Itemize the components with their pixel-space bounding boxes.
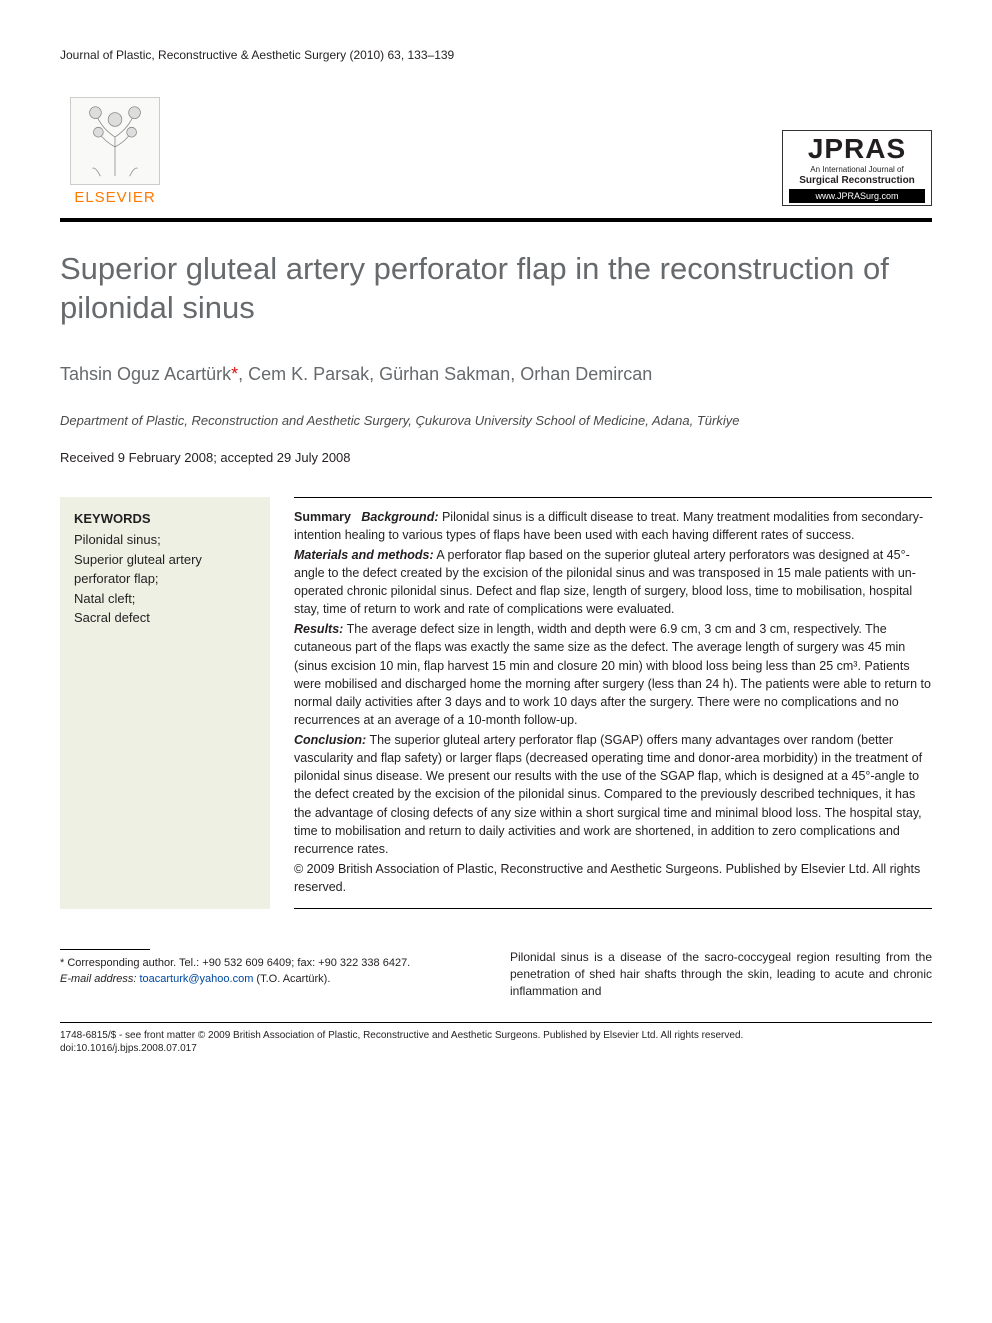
article-title: Superior gluteal artery perforator flap … <box>60 250 932 328</box>
jpras-subtitle-1: An International Journal of <box>789 165 925 175</box>
top-rule <box>60 218 932 222</box>
keyword-item: Superior gluteal artery perforator flap; <box>74 550 256 589</box>
left-column: * Corresponding author. Tel.: +90 532 60… <box>60 949 482 999</box>
email-label: E-mail address: <box>60 973 136 985</box>
footnote-corr: * Corresponding author. Tel.: +90 532 60… <box>60 956 482 971</box>
header-logos: ELSEVIER JPRAS An International Journal … <box>60 86 932 206</box>
bottom-rule <box>60 1022 932 1023</box>
jpras-url[interactable]: www.JPRASurg.com <box>789 189 925 203</box>
doi-line: doi:10.1016/j.bjps.2008.07.017 <box>60 1042 932 1055</box>
keywords-head: KEYWORDS <box>74 509 256 529</box>
author-names: Tahsin Oguz Acartürk <box>60 364 231 384</box>
lower-columns: * Corresponding author. Tel.: +90 532 60… <box>60 949 932 999</box>
body-intro-text: Pilonidal sinus is a disease of the sacr… <box>510 949 932 999</box>
results-label: Results: <box>294 622 343 636</box>
abstract-copyright: © 2009 British Association of Plastic, R… <box>294 860 932 896</box>
keywords-box: KEYWORDS Pilonidal sinus; Superior glute… <box>60 497 270 910</box>
front-matter-line: 1748-6815/$ - see front matter © 2009 Br… <box>60 1029 932 1042</box>
methods-label: Materials and methods: <box>294 548 434 562</box>
email-suffix: (T.O. Acartürk). <box>253 973 330 985</box>
author-names-rest: , Cem K. Parsak, Gürhan Sakman, Orhan De… <box>238 364 652 384</box>
jpras-logo: JPRAS An International Journal of Surgic… <box>782 130 932 206</box>
keyword-item: Pilonidal sinus; <box>74 530 256 550</box>
footnote-rule <box>60 949 150 950</box>
elsevier-wordmark: ELSEVIER <box>74 189 155 206</box>
keyword-item: Natal cleft; <box>74 589 256 609</box>
elsevier-tree-icon <box>70 97 160 185</box>
jpras-acronym: JPRAS <box>789 135 925 163</box>
conclusion-label: Conclusion: <box>294 733 366 747</box>
right-column: Pilonidal sinus is a disease of the sacr… <box>510 949 932 999</box>
corresponding-footnote: * Corresponding author. Tel.: +90 532 60… <box>60 956 482 987</box>
affiliation: Department of Plastic, Reconstruction an… <box>60 413 932 428</box>
article-dates: Received 9 February 2008; accepted 29 Ju… <box>60 450 932 465</box>
abstract-column: Summary Background: Pilonidal sinus is a… <box>294 497 932 910</box>
results-text: The average defect size in length, width… <box>294 622 931 727</box>
running-head: Journal of Plastic, Reconstructive & Aes… <box>60 48 932 62</box>
jpras-subtitle-2: Surgical Reconstruction <box>789 175 925 187</box>
authors-line: Tahsin Oguz Acartürk*, Cem K. Parsak, Gü… <box>60 364 932 385</box>
keyword-item: Sacral defect <box>74 608 256 628</box>
conclusion-text: The superior gluteal artery perforator f… <box>294 733 922 856</box>
summary-label: Summary <box>294 510 351 524</box>
background-label: Background: <box>361 510 438 524</box>
email-link[interactable]: toacarturk@yahoo.com <box>139 973 253 985</box>
abstract-block: KEYWORDS Pilonidal sinus; Superior glute… <box>60 497 932 910</box>
elsevier-logo: ELSEVIER <box>60 86 170 206</box>
